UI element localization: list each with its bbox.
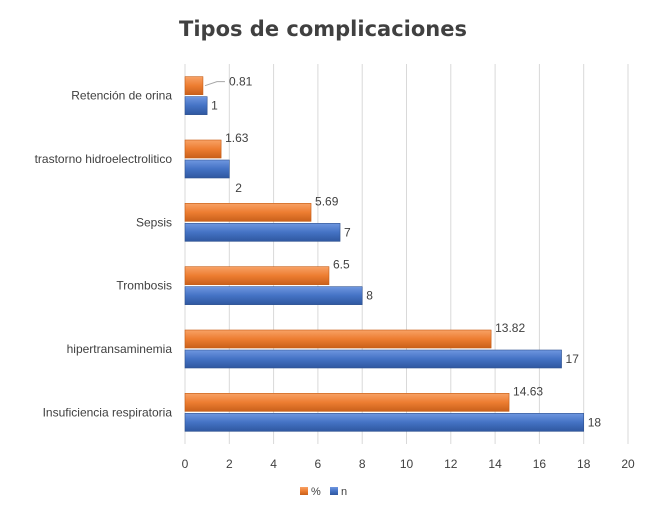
data-label: 5.69 xyxy=(315,194,339,208)
bar-n xyxy=(184,96,208,115)
data-label: 1 xyxy=(211,99,218,113)
x-tick-label: 4 xyxy=(270,457,277,471)
x-tick-label: 8 xyxy=(359,457,366,471)
legend-swatch xyxy=(300,487,308,495)
category-label: Sepsis xyxy=(136,215,172,229)
bar-percent xyxy=(184,329,492,349)
category-label: Insuficiencia respiratoria xyxy=(43,405,173,419)
bar-n xyxy=(184,349,562,369)
data-label: 0.81 xyxy=(229,75,253,89)
x-tick-label: 6 xyxy=(315,457,322,471)
category-label: Retención de orina xyxy=(71,89,172,103)
legend-swatch xyxy=(330,487,338,495)
bar-percent xyxy=(184,393,510,412)
bar-n xyxy=(184,286,363,305)
x-tick-label: 0 xyxy=(182,457,189,471)
x-tick-label: 20 xyxy=(621,457,635,471)
legend-entry: % xyxy=(311,486,321,498)
gridlines xyxy=(184,64,629,444)
data-label: 13.82 xyxy=(495,321,525,335)
bar-percent xyxy=(184,203,312,222)
x-tick-label: 12 xyxy=(444,457,458,471)
bar-percent xyxy=(184,266,330,285)
category-label: Trombosis xyxy=(116,279,172,293)
data-labels: 0.81 1 1.63 2 5.69 7 6.5 8 13.82 17 14.63 18 xyxy=(204,75,602,429)
bar-percent xyxy=(184,139,222,159)
bar-n xyxy=(184,159,230,179)
x-axis-ticks: 0 2 4 6 8 10 12 14 16 18 20 xyxy=(182,457,635,471)
legend-entry: n xyxy=(341,486,347,498)
chart-title: Tipos de complicaciones xyxy=(179,17,467,41)
leader-line xyxy=(204,81,225,87)
category-label: hipertransaminemia xyxy=(67,342,173,356)
data-label: 7 xyxy=(344,225,351,239)
x-tick-label: 2 xyxy=(226,457,233,471)
bar-n xyxy=(184,413,585,432)
data-label: 6.5 xyxy=(333,258,350,272)
data-label: 14.63 xyxy=(513,384,543,398)
legend: % n xyxy=(300,486,347,498)
data-label: 8 xyxy=(366,289,373,303)
bar-percent xyxy=(184,76,204,95)
data-label: 1.63 xyxy=(225,131,249,145)
x-tick-label: 10 xyxy=(400,457,414,471)
bars xyxy=(184,76,585,432)
data-label: 2 xyxy=(235,181,242,195)
x-tick-label: 14 xyxy=(488,457,502,471)
data-label: 17 xyxy=(566,352,580,366)
x-tick-label: 16 xyxy=(533,457,547,471)
category-label: trastorno hidroelectrolitico xyxy=(35,152,173,166)
bar-n xyxy=(184,223,341,242)
x-tick-label: 18 xyxy=(577,457,591,471)
category-labels: Retención de orina trastorno hidroelectro… xyxy=(35,89,173,420)
data-label: 18 xyxy=(588,415,602,429)
